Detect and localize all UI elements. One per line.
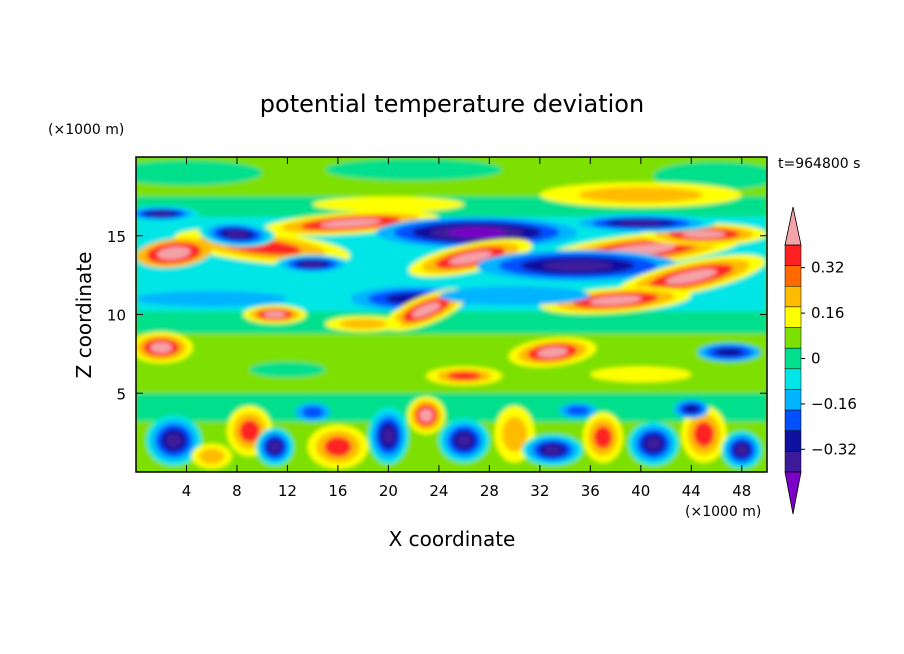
x-axis-label: X coordinate bbox=[389, 527, 516, 551]
field-blob bbox=[382, 427, 395, 444]
colorbar: 0.32 0.16 0 −0.16 −0.32 bbox=[784, 206, 857, 515]
field-blob bbox=[578, 187, 703, 203]
y-tick-label: 5 bbox=[116, 385, 126, 403]
x-tick-label: 20 bbox=[379, 482, 398, 500]
x-units-label: (×1000 m) bbox=[685, 504, 761, 520]
x-axis-ticks: 4 8 12 16 20 24 28 32 36 40 44 48 bbox=[182, 157, 751, 500]
chart-title: potential temperature deviation bbox=[260, 90, 644, 118]
field-blob bbox=[136, 160, 263, 186]
colorbar-segment bbox=[784, 347, 802, 370]
field-blob bbox=[665, 269, 718, 285]
colorbar-segment bbox=[784, 306, 802, 328]
x-tick-label: 16 bbox=[328, 482, 347, 500]
field-blob bbox=[589, 295, 642, 306]
field-blob bbox=[715, 348, 744, 357]
colorbar-label: 0 bbox=[811, 350, 821, 368]
field-blob bbox=[136, 290, 288, 307]
field-blob bbox=[735, 444, 748, 456]
field-blob bbox=[301, 406, 324, 418]
field-blob bbox=[683, 404, 700, 414]
colorbar-segment bbox=[784, 327, 802, 349]
field-blob bbox=[653, 161, 767, 191]
field-blob bbox=[542, 260, 613, 272]
field-blob bbox=[593, 426, 612, 449]
x-tick-label: 48 bbox=[732, 482, 751, 500]
field-blob bbox=[325, 158, 502, 181]
colorbar-bottom-arrow bbox=[784, 471, 802, 515]
field-blob bbox=[681, 230, 726, 239]
x-tick-label: 4 bbox=[182, 482, 192, 500]
colorbar-segment bbox=[784, 389, 802, 411]
field-blob bbox=[438, 286, 591, 306]
x-tick-label: 32 bbox=[530, 482, 549, 500]
colorbar-label: −0.16 bbox=[811, 395, 857, 413]
field-blob bbox=[249, 361, 326, 378]
contour-field bbox=[136, 157, 767, 472]
y-units-label: (×1000 m) bbox=[48, 122, 124, 138]
field-blob bbox=[419, 408, 433, 422]
y-axis-label: Z coordinate bbox=[72, 252, 96, 379]
colorbar-label: −0.32 bbox=[811, 440, 857, 458]
field-blob bbox=[619, 220, 663, 226]
field-blob bbox=[319, 218, 382, 228]
y-tick-label: 10 bbox=[107, 307, 126, 325]
colorbar-segment bbox=[784, 286, 802, 308]
field-blob bbox=[301, 261, 324, 267]
field-blob bbox=[312, 196, 465, 213]
y-axis-ticks: 5 10 15 bbox=[107, 228, 767, 403]
colorbar-segment bbox=[784, 244, 802, 266]
field-blob bbox=[646, 437, 661, 450]
field-blob bbox=[447, 228, 506, 238]
x-tick-label: 12 bbox=[278, 482, 297, 500]
colorbar-segment bbox=[784, 409, 802, 431]
field-blob bbox=[239, 419, 260, 443]
x-tick-label: 36 bbox=[581, 482, 600, 500]
field-blob bbox=[199, 448, 225, 465]
colorbar-label: 0.16 bbox=[811, 304, 844, 322]
field-blob bbox=[448, 251, 492, 265]
field-blob bbox=[411, 302, 441, 318]
x-tick-label: 44 bbox=[682, 482, 701, 500]
colorbar-segment bbox=[784, 265, 802, 287]
field-blob bbox=[157, 246, 191, 260]
field-blob bbox=[165, 433, 182, 448]
y-tick-label: 15 bbox=[107, 228, 126, 246]
field-blob bbox=[543, 445, 562, 455]
field-blob bbox=[269, 441, 281, 453]
field-blob bbox=[150, 211, 173, 216]
field-band bbox=[136, 311, 767, 334]
field-blob bbox=[226, 230, 248, 238]
field-blob bbox=[447, 371, 481, 381]
field-blob bbox=[502, 416, 528, 452]
field-blob bbox=[263, 311, 286, 318]
colorbar-segment bbox=[784, 368, 802, 390]
colorbar-segment bbox=[784, 451, 802, 473]
field-blob bbox=[324, 437, 352, 457]
x-tick-label: 40 bbox=[631, 482, 650, 500]
x-tick-label: 8 bbox=[232, 482, 242, 500]
field-blob bbox=[456, 434, 472, 447]
field-blob bbox=[590, 366, 692, 383]
field-blob bbox=[693, 421, 714, 447]
x-tick-label: 28 bbox=[480, 482, 499, 500]
colorbar-segment bbox=[784, 430, 802, 452]
colorbar-label: 0.32 bbox=[811, 259, 844, 277]
field-blob bbox=[566, 405, 590, 416]
plot-area bbox=[136, 157, 767, 472]
x-tick-label: 24 bbox=[429, 482, 448, 500]
field-blob bbox=[537, 347, 568, 358]
time-label: t=964800 s bbox=[778, 156, 860, 172]
colorbar-top-arrow bbox=[784, 206, 802, 246]
field-blob bbox=[339, 319, 387, 329]
field-blob bbox=[150, 342, 173, 354]
